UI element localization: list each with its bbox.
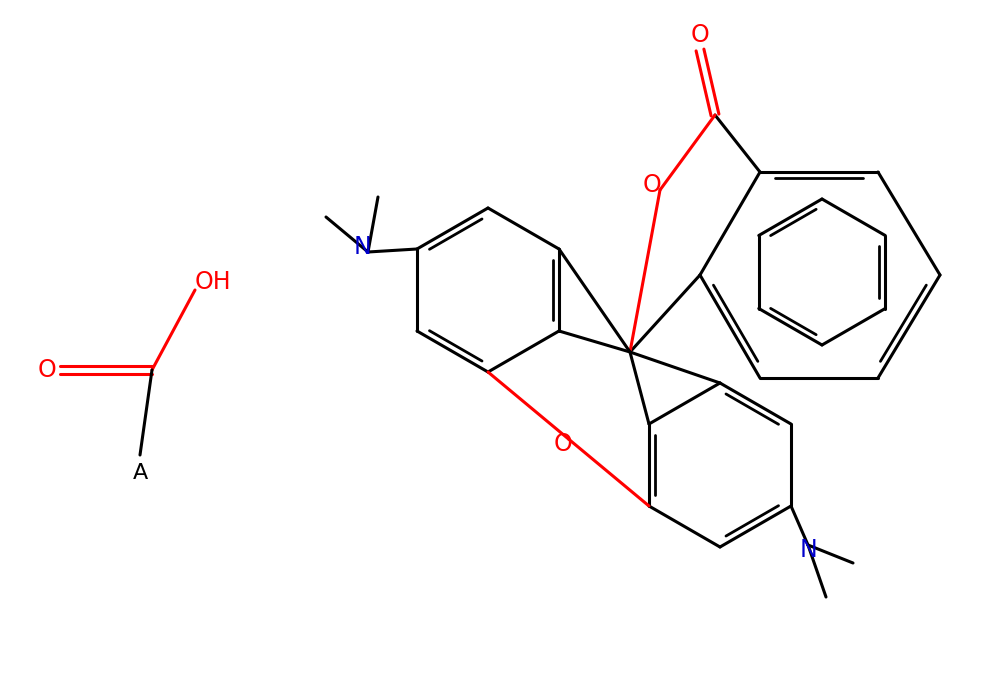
Text: N: N [354,235,372,259]
Text: O: O [643,173,661,197]
Text: A: A [132,463,147,483]
Text: O: O [554,432,573,456]
Text: O: O [691,23,709,47]
Text: OH: OH [194,270,232,294]
Text: O: O [37,358,56,382]
Text: N: N [800,538,817,562]
